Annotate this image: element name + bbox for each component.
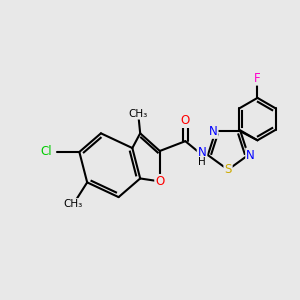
Text: O: O bbox=[155, 175, 164, 188]
Text: CH₃: CH₃ bbox=[129, 109, 148, 119]
Text: F: F bbox=[254, 72, 261, 85]
Text: CH₃: CH₃ bbox=[64, 199, 83, 209]
Text: N: N bbox=[198, 146, 206, 159]
Text: O: O bbox=[181, 114, 190, 127]
Text: S: S bbox=[224, 163, 232, 176]
Text: Cl: Cl bbox=[41, 146, 52, 158]
Text: H: H bbox=[198, 157, 206, 167]
Text: N: N bbox=[209, 125, 218, 138]
Text: N: N bbox=[246, 148, 255, 162]
